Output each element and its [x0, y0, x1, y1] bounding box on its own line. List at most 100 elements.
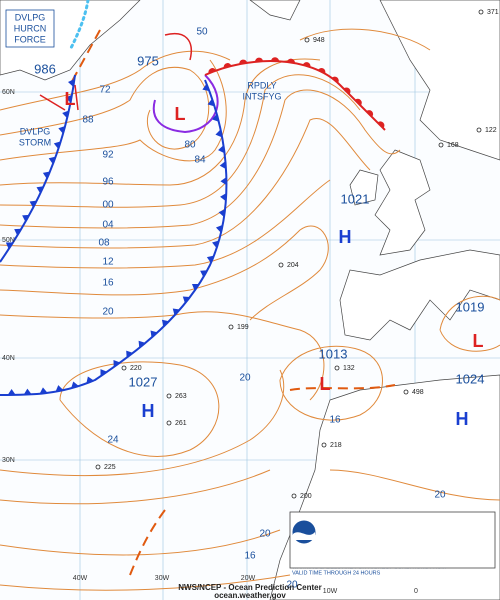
- longitude-label: 10W: [323, 588, 338, 595]
- hurricane-track: [68, 0, 90, 52]
- station-label: 225: [104, 464, 116, 471]
- longitude-label: 0: [414, 588, 418, 595]
- front-symbol: [138, 340, 146, 348]
- station-dot: [166, 393, 172, 399]
- front-symbol: [22, 214, 30, 222]
- station-label: 263: [175, 393, 187, 400]
- front-symbol: [239, 59, 248, 65]
- isobar-label: 20: [259, 529, 271, 540]
- isobar-label: 16: [102, 278, 114, 289]
- front-symbol: [208, 68, 217, 74]
- high-pressure: 1021: [341, 191, 370, 206]
- latitude-label: 60N: [2, 89, 15, 96]
- front-symbol: [215, 224, 223, 233]
- station-label: 498: [412, 389, 424, 396]
- station-dot: [476, 127, 482, 133]
- station-label: 261: [175, 420, 187, 427]
- front-symbol: [302, 62, 311, 68]
- high-pressure: 1024: [456, 371, 485, 386]
- front-symbol: [7, 388, 16, 395]
- station-dot: [438, 142, 444, 148]
- low-pressure: 975: [137, 53, 159, 68]
- front-symbol: [271, 57, 280, 62]
- station-label: 371: [487, 9, 499, 16]
- front-symbol: [62, 110, 69, 119]
- front-symbol: [218, 209, 226, 218]
- longitude-label: 20W: [241, 575, 256, 582]
- front-symbol: [200, 270, 208, 278]
- isobar-label: 24: [107, 435, 119, 446]
- front-symbol: [202, 83, 210, 92]
- station-label: 218: [330, 442, 342, 449]
- isobar-label: 20: [434, 490, 446, 501]
- front-symbol: [212, 240, 219, 249]
- isobar-label: 12: [102, 257, 114, 268]
- low-symbol: L: [175, 104, 186, 124]
- station-dot: [403, 389, 409, 395]
- front-symbol: [343, 87, 351, 95]
- noaa-logo-wave: [293, 532, 315, 540]
- station-dot: [121, 365, 127, 371]
- isobar-label: 84: [194, 155, 206, 166]
- noaa-logo: [291, 519, 317, 545]
- high-pressure: 1027: [129, 374, 158, 389]
- station-label: 199: [237, 324, 249, 331]
- front-symbol: [42, 171, 50, 179]
- station-label: 132: [343, 365, 355, 372]
- station-label: 220: [130, 365, 142, 372]
- front-symbol: [218, 145, 225, 154]
- longitude-label: 40W: [73, 575, 88, 582]
- isobar-label: 08: [98, 238, 110, 249]
- isobar-label: 04: [102, 220, 114, 231]
- annotation: RPDLY: [247, 80, 276, 90]
- front-symbol: [48, 156, 56, 165]
- high-symbol: H: [142, 401, 155, 421]
- isobar-label: 80: [184, 140, 196, 151]
- isobars: [0, 28, 500, 591]
- isobar-label: 92: [102, 150, 114, 161]
- front-symbol: [65, 94, 73, 103]
- front-symbol: [220, 177, 227, 186]
- annotation-box: [5, 9, 55, 48]
- front-symbol: [215, 129, 223, 138]
- isobar-label: 16: [244, 551, 256, 562]
- front-symbol: [5, 242, 14, 250]
- front-symbol: [126, 350, 134, 358]
- station-dot: [334, 365, 340, 371]
- front-symbol: [354, 98, 362, 106]
- front-symbol: [53, 141, 61, 150]
- isobar-label: 20: [239, 373, 251, 384]
- front-symbol: [161, 319, 170, 327]
- front-symbol: [71, 381, 79, 389]
- station-dot: [166, 420, 172, 426]
- low-symbol: L: [473, 331, 484, 351]
- front-symbol: [172, 308, 180, 316]
- front-symbol: [223, 63, 232, 69]
- low-symbol: L: [65, 89, 76, 109]
- front-symbol: [377, 121, 385, 129]
- front-symbol: [67, 78, 75, 87]
- front-symbol: [317, 68, 326, 74]
- trough: [289, 384, 396, 391]
- trough: [129, 509, 166, 576]
- station-dot: [228, 324, 234, 330]
- track-arrow: [164, 33, 192, 61]
- low-pressure: 986: [34, 61, 56, 76]
- front-symbol: [287, 58, 295, 64]
- station-dot: [304, 37, 310, 43]
- low-pressure: 1019: [456, 299, 485, 314]
- low-symbol: L: [320, 374, 331, 394]
- info-box: [289, 511, 496, 569]
- station-label: 948: [313, 37, 325, 44]
- annotation: STORM: [19, 137, 51, 147]
- front-symbol: [150, 330, 158, 338]
- annotation: HURCN: [14, 23, 47, 33]
- front-symbol: [206, 255, 214, 264]
- station-label: 168: [447, 142, 459, 149]
- front-symbol: [55, 385, 64, 392]
- high-symbol: H: [339, 227, 352, 247]
- track-arrow: [39, 84, 79, 111]
- annotation: FORCE: [14, 34, 46, 44]
- station-dot: [278, 262, 284, 268]
- info-note: VALID TIME THROUGH 24 HOURS: [292, 570, 381, 576]
